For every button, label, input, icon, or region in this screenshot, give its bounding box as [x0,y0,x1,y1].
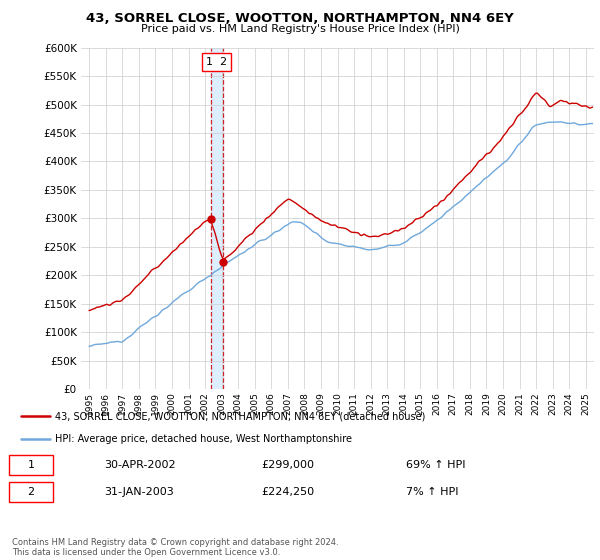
Text: 2: 2 [28,487,35,497]
Text: £224,250: £224,250 [261,487,314,497]
Text: 43, SORREL CLOSE, WOOTTON, NORTHAMPTON, NN4 6EY (detached house): 43, SORREL CLOSE, WOOTTON, NORTHAMPTON, … [55,412,426,421]
Text: 43, SORREL CLOSE, WOOTTON, NORTHAMPTON, NN4 6EY: 43, SORREL CLOSE, WOOTTON, NORTHAMPTON, … [86,12,514,25]
Text: 31-JAN-2003: 31-JAN-2003 [104,487,175,497]
FancyBboxPatch shape [9,455,53,475]
Text: Contains HM Land Registry data © Crown copyright and database right 2024.
This d: Contains HM Land Registry data © Crown c… [12,538,338,557]
Text: 30-APR-2002: 30-APR-2002 [104,460,176,470]
FancyBboxPatch shape [9,482,53,502]
Text: Price paid vs. HM Land Registry's House Price Index (HPI): Price paid vs. HM Land Registry's House … [140,24,460,34]
Text: £299,000: £299,000 [261,460,314,470]
Bar [211,48,223,389]
Text: 1: 1 [28,460,35,470]
Text: 69% ↑ HPI: 69% ↑ HPI [406,460,465,470]
Text: HPI: Average price, detached house, West Northamptonshire: HPI: Average price, detached house, West… [55,435,352,444]
Text: 7% ↑ HPI: 7% ↑ HPI [406,487,458,497]
Text: 1  2: 1 2 [206,57,227,67]
